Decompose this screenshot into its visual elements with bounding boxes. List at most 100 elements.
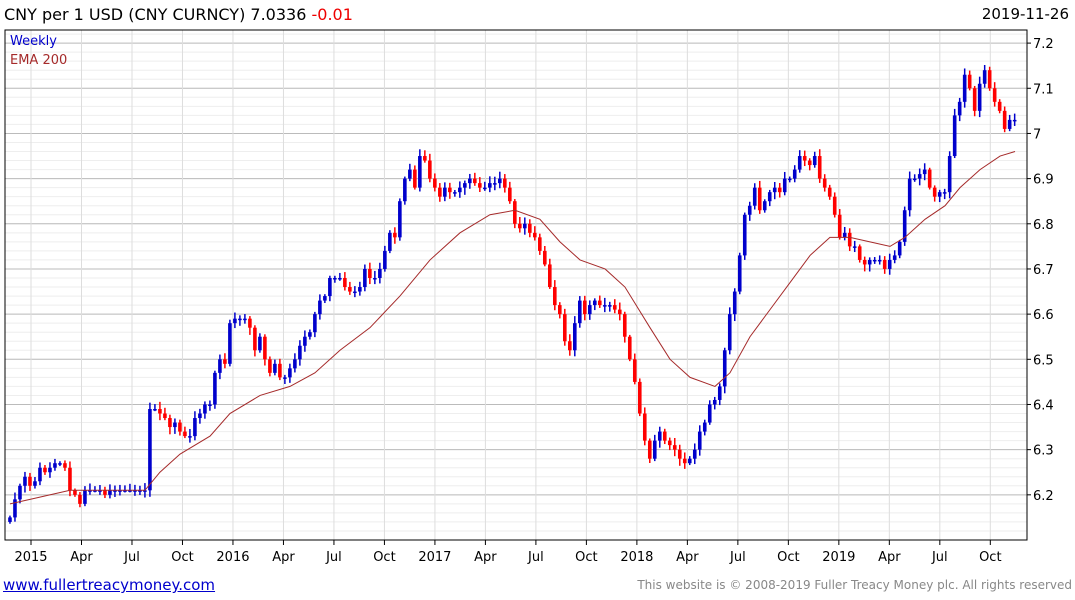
candle-body bbox=[652, 440, 657, 459]
candle-body bbox=[348, 287, 352, 292]
candle-body bbox=[433, 178, 437, 188]
legend-weekly: Weekly bbox=[10, 34, 57, 49]
candle-body bbox=[602, 305, 607, 307]
candle-body bbox=[378, 268, 382, 278]
candle-body bbox=[268, 359, 272, 373]
candle-body bbox=[33, 481, 37, 486]
candle-body bbox=[508, 187, 512, 202]
candle-body bbox=[642, 413, 647, 441]
candle-body bbox=[118, 490, 122, 492]
candle-body bbox=[528, 223, 532, 233]
candle-body bbox=[78, 494, 82, 504]
candle-body bbox=[612, 305, 617, 310]
candle-body bbox=[877, 259, 882, 262]
x-tick-label: Oct bbox=[575, 550, 597, 565]
candle-body bbox=[907, 178, 912, 211]
y-tick-label: 7.1 bbox=[1033, 82, 1054, 97]
candle-body bbox=[727, 314, 732, 351]
candle-body bbox=[832, 196, 837, 215]
candle-body bbox=[283, 377, 287, 379]
candle-body bbox=[68, 467, 72, 491]
candle-body bbox=[178, 422, 182, 432]
candle-body bbox=[523, 223, 527, 229]
candle-body bbox=[987, 70, 992, 89]
y-tick-label: 6.7 bbox=[1033, 263, 1054, 278]
candle-body bbox=[363, 268, 367, 288]
y-tick-label: 6.2 bbox=[1033, 489, 1054, 504]
candle-body bbox=[333, 277, 337, 280]
candle-body bbox=[757, 187, 762, 211]
candle-body bbox=[932, 187, 937, 197]
x-tick-label: Oct bbox=[373, 550, 395, 565]
candle-body bbox=[582, 300, 587, 315]
y-tick-label: 7.2 bbox=[1033, 37, 1054, 52]
candle-body bbox=[228, 323, 232, 364]
candle-body bbox=[513, 201, 517, 224]
y-tick-label: 6.9 bbox=[1033, 173, 1054, 188]
candle-body bbox=[632, 359, 637, 382]
website-link[interactable]: www.fullertreacymoney.com bbox=[3, 576, 216, 594]
candle-body bbox=[892, 255, 897, 260]
candle-body bbox=[23, 476, 27, 486]
plot-frame bbox=[4, 29, 1028, 541]
candle-body bbox=[677, 449, 682, 459]
candle-body bbox=[253, 327, 257, 351]
candle-body bbox=[857, 246, 862, 260]
candle-body bbox=[972, 88, 977, 111]
candle-body bbox=[478, 183, 482, 188]
candle-body bbox=[128, 490, 132, 492]
candle-body bbox=[233, 318, 237, 324]
candle-body bbox=[483, 187, 487, 190]
candle-body bbox=[108, 490, 112, 495]
candle-body bbox=[8, 517, 12, 522]
y-tick-label: 7 bbox=[1033, 127, 1041, 142]
candle-body bbox=[772, 187, 777, 193]
y-tick-label: 6.8 bbox=[1033, 218, 1054, 233]
candle-body bbox=[448, 187, 452, 193]
title-text: CNY per 1 USD (CNY CURNCY) 7.0336 bbox=[4, 5, 307, 24]
candle-body bbox=[962, 74, 967, 102]
y-tick-label: 6.6 bbox=[1033, 308, 1054, 323]
candle-body bbox=[957, 101, 962, 116]
candle-body bbox=[63, 463, 67, 468]
candle-body bbox=[982, 70, 987, 84]
candle-body bbox=[782, 178, 787, 193]
candle-body bbox=[388, 232, 392, 251]
candle-body bbox=[687, 458, 692, 464]
candle-body bbox=[423, 156, 427, 161]
candle-body bbox=[917, 174, 922, 179]
candle-body bbox=[148, 408, 152, 491]
candle-body bbox=[1012, 119, 1017, 122]
candle-body bbox=[717, 386, 722, 400]
candle-body bbox=[847, 232, 852, 247]
candle-body bbox=[902, 210, 907, 242]
candle-body bbox=[223, 359, 227, 364]
candle-body bbox=[188, 436, 192, 438]
candle-body bbox=[38, 467, 42, 482]
candle-body bbox=[887, 259, 892, 269]
candle-body bbox=[827, 187, 832, 197]
candle-body bbox=[747, 205, 752, 215]
x-tick-label: 2018 bbox=[620, 550, 653, 565]
x-tick-label: 2019 bbox=[822, 550, 855, 565]
candle-body bbox=[103, 490, 107, 495]
candle-body bbox=[398, 201, 402, 238]
candle-body bbox=[533, 232, 537, 238]
candle-body bbox=[548, 264, 552, 288]
candle-body bbox=[992, 88, 997, 102]
candle-body bbox=[587, 305, 592, 315]
candle-body bbox=[797, 156, 802, 170]
candle-body bbox=[882, 259, 887, 269]
candle-body bbox=[842, 232, 847, 238]
candle-body bbox=[947, 156, 952, 193]
candle-body bbox=[28, 476, 32, 486]
candle-body bbox=[218, 359, 222, 373]
candle-body bbox=[58, 463, 62, 465]
candle-body bbox=[922, 169, 927, 175]
candle-body bbox=[697, 431, 702, 450]
candle-body bbox=[617, 309, 622, 315]
legend-ema: EMA 200 bbox=[10, 53, 67, 68]
candle-body bbox=[867, 259, 872, 265]
candle-body bbox=[203, 404, 207, 414]
y-tick-label: 6.4 bbox=[1033, 398, 1054, 413]
